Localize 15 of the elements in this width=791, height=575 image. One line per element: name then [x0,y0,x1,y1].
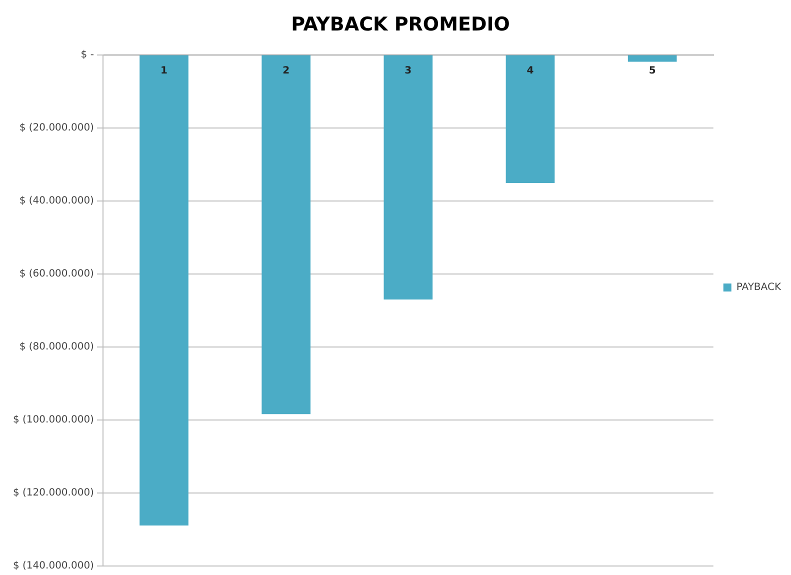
x-tick-label: 3 [404,65,412,76]
x-tick-label: 2 [282,65,290,76]
y-tick-label: $ (40.000.000) [19,195,94,206]
x-tick-label: 5 [648,65,656,76]
x-tick-label: 1 [160,65,168,76]
legend-label: PAYBACK [736,282,782,294]
y-tick-label: $ (100.000.000) [12,414,94,426]
chart-title: PAYBACK PROMEDIO [291,13,510,36]
y-tick-label: $ (20.000.000) [19,122,94,134]
y-tick-label: $ (140.000.000) [12,560,94,572]
y-tick-label: $ (120.000.000) [12,488,94,499]
x-tick-label: 4 [526,65,534,76]
y-tick-label: $ (60.000.000) [19,268,94,280]
y-tick-label: $ - [80,49,94,60]
y-tick-label: $ (80.000.000) [19,342,94,353]
